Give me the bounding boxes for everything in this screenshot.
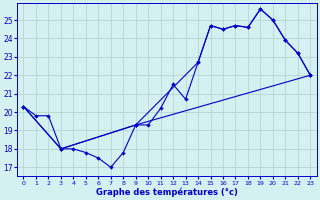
X-axis label: Graphe des températures (°c): Graphe des températures (°c) xyxy=(96,187,238,197)
